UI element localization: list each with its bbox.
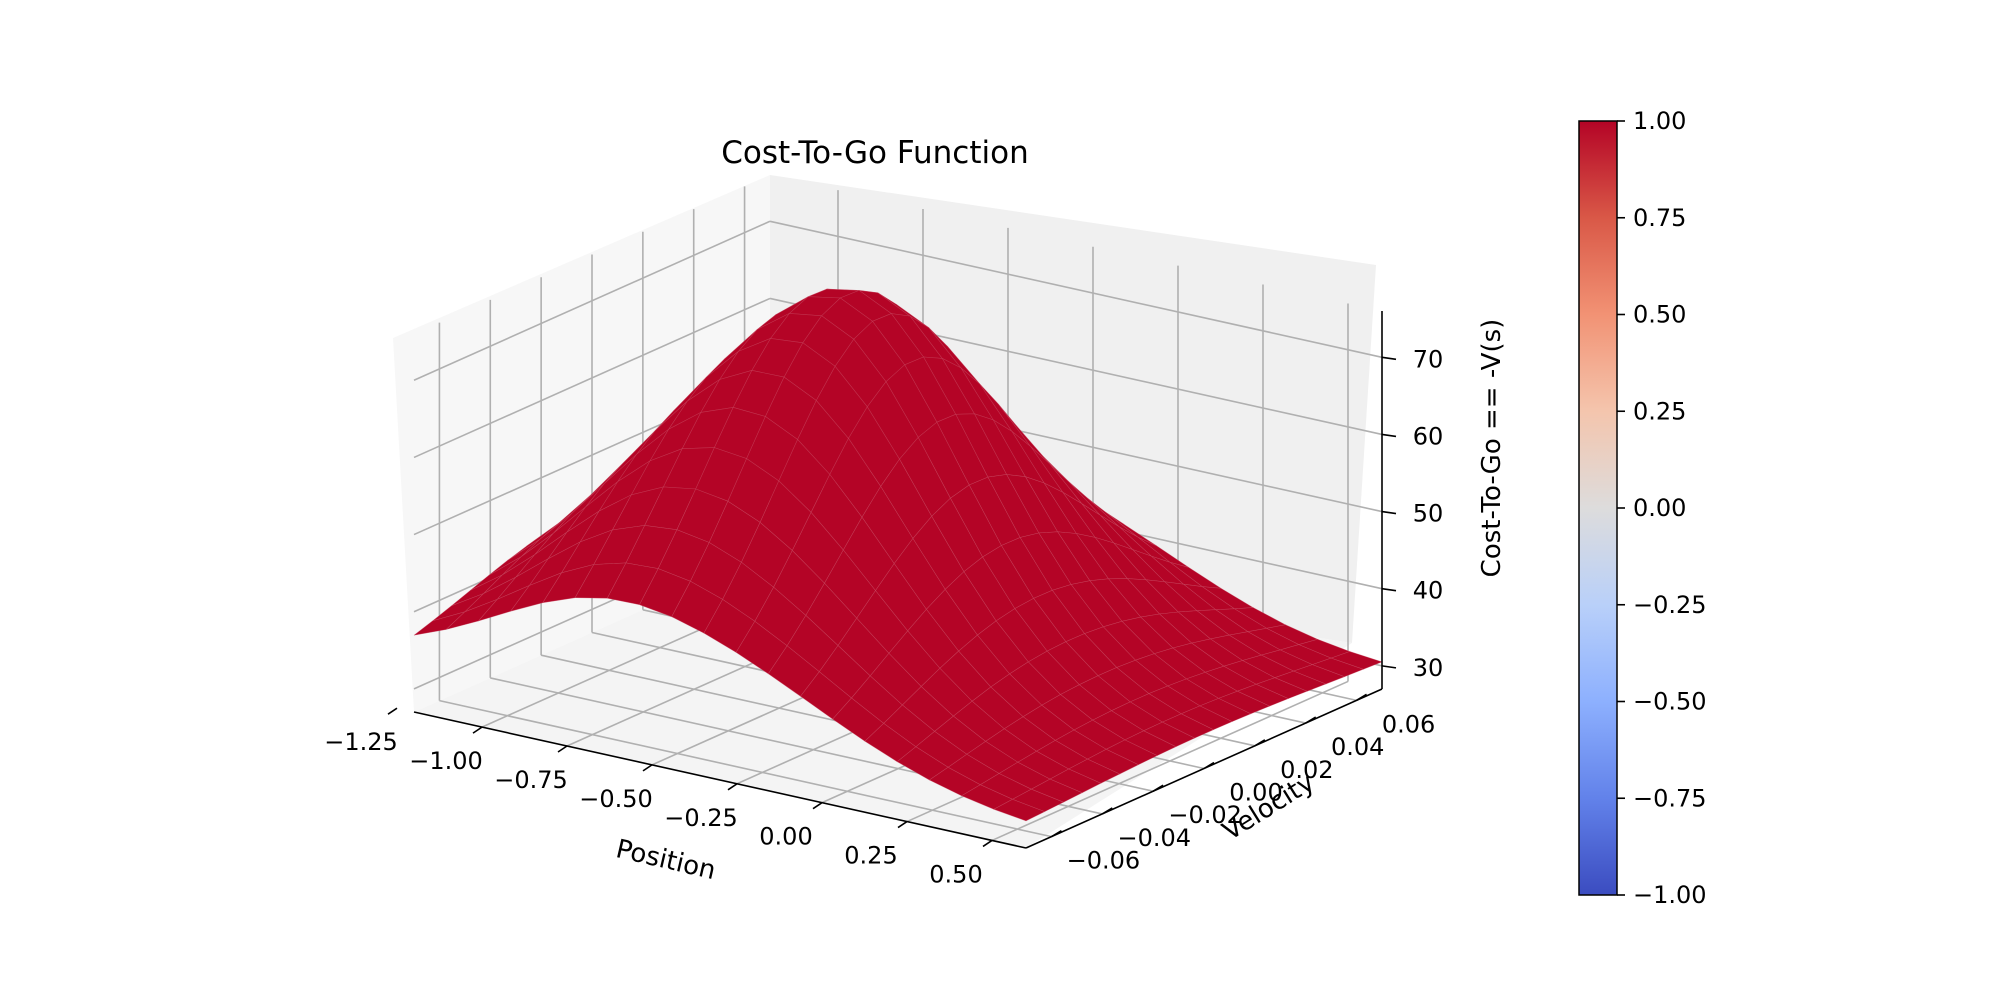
z-grid-back-wall (769, 220, 1383, 359)
x-tick-mark (472, 726, 483, 734)
z-tick-mark (1381, 510, 1397, 515)
colorbar-ticks: 1.00 0.75 0.50 0.25 0.00 −0.25 −0.50 −0.75 −1.00 (1617, 107, 1707, 909)
z-tick-label: 60 (1413, 422, 1444, 450)
y-tick-mark (1254, 739, 1266, 747)
y-tick-mark (1051, 829, 1062, 838)
z-grid-left-wall (413, 220, 771, 382)
x-tick-label: −1.00 (409, 747, 483, 775)
x-tick-mark (642, 764, 653, 772)
y-tick-label: 0.04 (1331, 733, 1384, 761)
y-tick-label: 0.06 (1382, 710, 1435, 738)
y-tick-label: −0.04 (1118, 824, 1192, 852)
y-tick-mark (1152, 784, 1164, 792)
colorbar-tick-label: −0.25 (1633, 591, 1707, 619)
x-tick-mark (557, 745, 568, 753)
x-tick-label: −0.25 (664, 804, 738, 832)
colorbar-tick-label: −0.50 (1633, 688, 1707, 716)
y-tick-label: 0.02 (1280, 756, 1333, 784)
z-tick-label: 50 (1413, 500, 1444, 528)
colorbar-tick-label: −1.00 (1633, 881, 1707, 909)
y-grid-floor (439, 699, 1052, 838)
chart-title: Cost-To-Go Function (721, 135, 1029, 171)
colorbar-gradient (1578, 120, 1618, 896)
x-tick-label: 0.00 (759, 823, 812, 851)
x-tick-mark (982, 839, 993, 848)
colorbar-tick-label: 1.00 (1633, 107, 1686, 135)
surface-patch (993, 798, 1046, 822)
x-axis-label: Position (613, 834, 718, 886)
z-tick-mark (1381, 356, 1397, 361)
colorbar: 1.00 0.75 0.50 0.25 0.00 −0.25 −0.50 −0.75 −1.00 (1578, 107, 1707, 909)
surface (413, 288, 1383, 822)
z-tick-label: 40 (1413, 577, 1444, 605)
colorbar-tick-label: 0.00 (1633, 494, 1686, 522)
x-tick-label: −0.50 (579, 785, 653, 813)
y-tick-label: 0.00 (1229, 779, 1282, 807)
colorbar-tick-label: 0.50 (1633, 301, 1686, 329)
z-tick-label: 30 (1413, 654, 1444, 682)
z-tick-mark (1381, 587, 1397, 592)
z-grid-left-wall (413, 297, 771, 459)
z-tick-mark (1381, 433, 1397, 438)
z-axis-label: Cost-To-Go == -V(s) (1477, 319, 1507, 578)
x-tick-mark (727, 783, 738, 791)
z-axis-ticks: 30 40 50 60 70 (1381, 345, 1444, 682)
x-tick-mark (897, 820, 908, 829)
colorbar-tick-label: −0.75 (1633, 784, 1707, 812)
x-tick-mark (812, 802, 823, 810)
y-tick-mark (1305, 716, 1317, 724)
y-tick-label: −0.06 (1067, 847, 1141, 875)
y-tick-label: −0.02 (1168, 801, 1242, 829)
x-tick-label: −0.75 (494, 766, 568, 794)
y-axis-ticks: −0.06−0.04−0.020.000.020.040.06 (1051, 693, 1435, 875)
x-axis-ticks: −1.25 −1.00 −0.75 −0.50 −0.25 0.00 0.25 0.50 (324, 707, 993, 888)
y-tick-mark (1101, 807, 1113, 815)
x-tick-mark (387, 707, 398, 715)
x-tick-label: 0.25 (844, 842, 897, 870)
z-tick-mark (1381, 665, 1397, 669)
colorbar-tick-label: 0.75 (1633, 204, 1686, 232)
x-axis-line (413, 711, 1027, 849)
colorbar-tick-label: 0.25 (1633, 397, 1686, 425)
x-tick-label: 0.50 (929, 860, 982, 888)
y-tick-mark (1203, 761, 1215, 770)
x-tick-label: −1.25 (324, 728, 398, 756)
y-tick-mark (1356, 693, 1367, 702)
z-tick-label: 70 (1413, 345, 1444, 373)
